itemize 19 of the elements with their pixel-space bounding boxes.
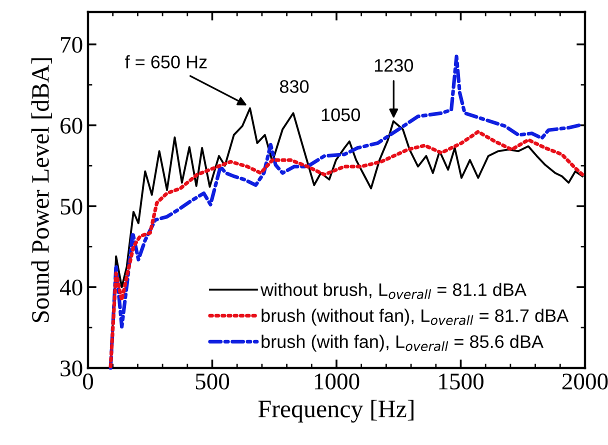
annotation: 830 (280, 80, 309, 93)
x-tick-label: 500 (196, 374, 230, 390)
x-tick-label: 1000 (314, 374, 360, 390)
legend-label: brush (with fan), L$_{overall}$ = 85.6 dBA (262, 334, 544, 352)
y-tick-label: 70 (61, 36, 82, 53)
x-tick-label: 1500 (439, 374, 484, 390)
legend-label: without brush, L$_{overall}$ = 81.1 dBA (260, 282, 526, 300)
x-axis-title: Frequency [Hz] (258, 400, 414, 423)
x-tick-label: 2000 (562, 374, 608, 390)
annotation: f = 650 Hz (125, 55, 207, 68)
legend-label: brush (without fan), L$_{overall}$ = 81.7 dBA (262, 308, 569, 326)
y-axis-title: Sound Power Level [dBA] (31, 58, 52, 322)
y-tick-label: 60 (60, 118, 82, 134)
annotation: 1050 (322, 108, 360, 122)
x-tick-label: 0 (82, 374, 94, 390)
y-tick-label: 30 (60, 360, 82, 376)
y-tick-label: 50 (60, 198, 82, 215)
annotation: 1230 (374, 59, 414, 72)
y-tick-label: 40 (60, 280, 82, 296)
